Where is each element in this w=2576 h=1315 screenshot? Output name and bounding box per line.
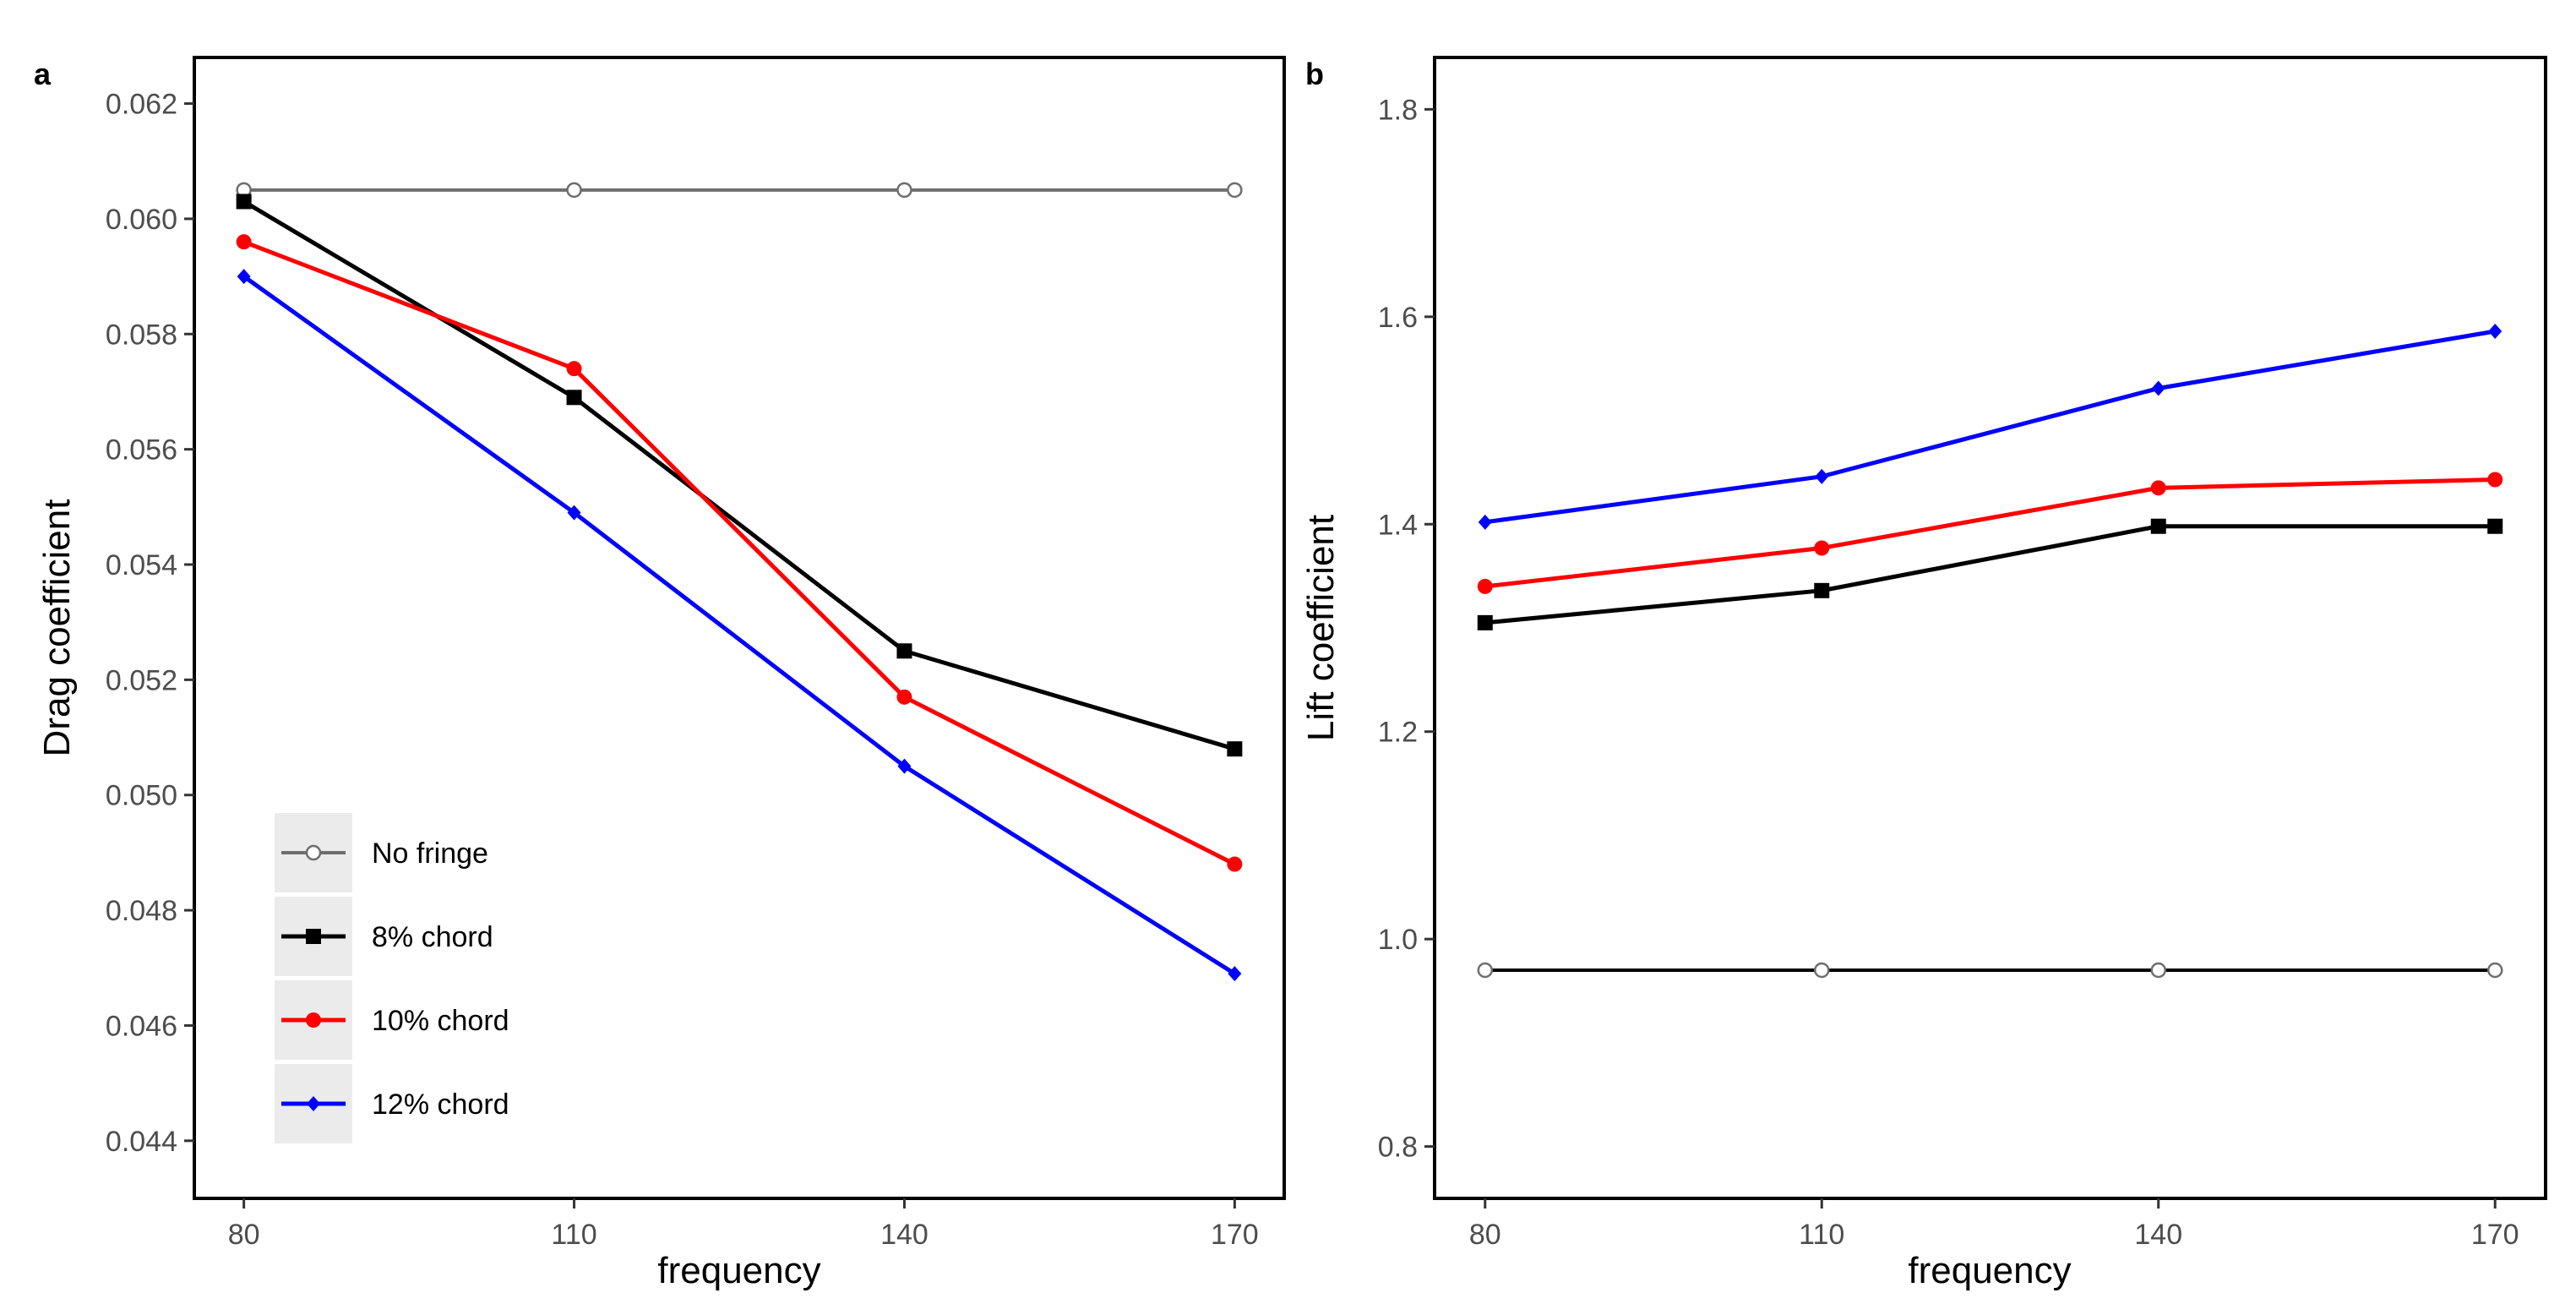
panel-b-series-3-point [2488,324,2502,339]
panel-a-x-tick-label: 110 [551,1219,596,1251]
panel-b-y-title: Lift coefficient [1300,515,1342,741]
panel-a-y-tick-label: 0.050 [106,780,177,812]
panel-a-series-line-3 [242,275,1236,976]
panel-a-y-tick-label: 0.048 [106,895,177,927]
panel-b-y-tick-label: 1.8 [1378,94,1418,126]
panel-b-series [1477,324,2503,979]
panel-a-series-3-point [237,269,251,285]
panel-a-letter: a [34,57,52,91]
panel-b-series-1-point [2150,518,2166,534]
panel-a-series-3-point [567,505,581,521]
panel-a-series-3-point [897,758,912,774]
legend-label: 10% chord [372,1005,509,1037]
panel-a-y-tick-label: 0.060 [106,204,177,236]
panel-b-y-tick-label: 1.6 [1378,302,1418,334]
legend-key-marker [307,1096,320,1111]
panel-a-series-2-point [236,234,252,250]
legend-key-marker [306,1012,321,1028]
panel-b-series-3-point [1478,514,1492,530]
panel-b-series-2-point [1814,540,1830,556]
panel-b-plot-border [1433,56,2547,1200]
panel-b-series-3-point [2151,380,2165,396]
panel-a-y-tick-label: 0.058 [106,319,177,351]
panel-a-y-tick-label: 0.054 [106,549,177,581]
panel-a-series-1-point [896,643,912,659]
panel-a-y-tick-label: 0.052 [106,664,177,696]
panel-a-y-tick-label: 0.056 [106,434,177,467]
panel-a-series-3-point [1228,966,1242,982]
panel-a-series-line-2 [242,239,1236,866]
panel-b-series-2-point [2487,472,2503,488]
panel-b-series-1-point [1814,582,1830,598]
panel-b-series-2-point [2150,480,2166,496]
legend-key-marker [305,844,322,861]
panel-b-y-tick-label: 0.8 [1378,1132,1418,1164]
panel-a-series-0-point [1227,182,1243,199]
panel-b-x-ticks: 80 110 140 170 [1469,1198,2519,1251]
panel-a-series [236,182,1243,982]
panel-b-series-0-point [1477,962,1494,979]
panel-a-legend: No fringe 8% chord 10% chord 12% chord [275,813,509,1143]
panel-a: a 0.0440.0460.0480.0500.0520.0540.0560.0… [34,56,1286,1291]
panel-a-x-tick-label: 140 [880,1219,929,1251]
panel-a-y-title: Drag coefficient [36,499,78,757]
panel-a-series-2-point [896,689,912,705]
panel-a-x-tick-label: 170 [1211,1219,1259,1251]
panel-a-y-tick-label: 0.044 [106,1126,177,1158]
panel-a-x-tick-label: 80 [228,1219,260,1251]
legend-key-marker [306,929,321,944]
panel-b-series-0-point [2150,962,2166,979]
panel-a-x-title: frequency [657,1250,820,1291]
legend-label: 12% chord [372,1089,509,1121]
panel-a-y-tick-label: 0.062 [106,89,177,121]
panel-a-series-1-point [566,390,582,406]
panel-a-series-1-point [1227,741,1243,757]
panel-b-series-3-point [1815,468,1829,484]
panel-b-x-tick-label: 110 [1799,1219,1844,1251]
legend-label: No fringe [372,838,488,870]
panel-b-y-tick-label: 1.2 [1378,717,1418,749]
panel-b-x-tick-label: 80 [1469,1219,1501,1251]
panel-a-series-0-point [566,182,582,199]
panel-a-series-0-point [896,182,912,199]
panel-b-series-0-point [1814,962,1830,979]
legend-label: 8% chord [372,921,493,953]
panel-a-series-1-point [236,194,252,210]
panel-a-series-2-point [566,361,582,377]
panel-b-series-0-point [2486,962,2503,979]
panel-b: b 0.8 1.0 1.2 1.4 1.6 1.8 80 110 140 170 frequen… [1300,56,2547,1291]
panel-a-y-ticks: 0.044 0.046 0.048 0.050 0.052 0.054 0.056 0.058… [106,89,194,1158]
panel-b-x-tick-label: 140 [2134,1219,2182,1251]
panel-b-series-line-1 [1484,524,2496,625]
panel-b-x-tick-label: 170 [2471,1219,2519,1251]
panel-b-y-tick-label: 1.4 [1378,509,1418,541]
panel-b-series-1-point [1477,614,1493,630]
panel-b-letter: b [1305,57,1324,91]
panel-b-series-line-2 [1484,477,2496,589]
panel-b-series-1-point [2487,518,2503,534]
panel-b-series-2-point [1477,578,1493,594]
panel-a-y-tick-label: 0.046 [106,1010,177,1042]
panel-b-series-line-3 [1484,329,2496,525]
panel-a-series-2-point [1227,856,1243,872]
panel-a-series-line-1 [242,199,1236,751]
panel-a-plot-border [193,56,1286,1200]
panel-a-x-ticks: 80 110 140 170 [228,1198,1259,1251]
panel-b-x-title: frequency [1908,1250,2071,1291]
panel-b-y-ticks: 0.8 1.0 1.2 1.4 1.6 1.8 [1378,94,1435,1164]
panel-b-y-tick-label: 1.0 [1378,924,1418,956]
